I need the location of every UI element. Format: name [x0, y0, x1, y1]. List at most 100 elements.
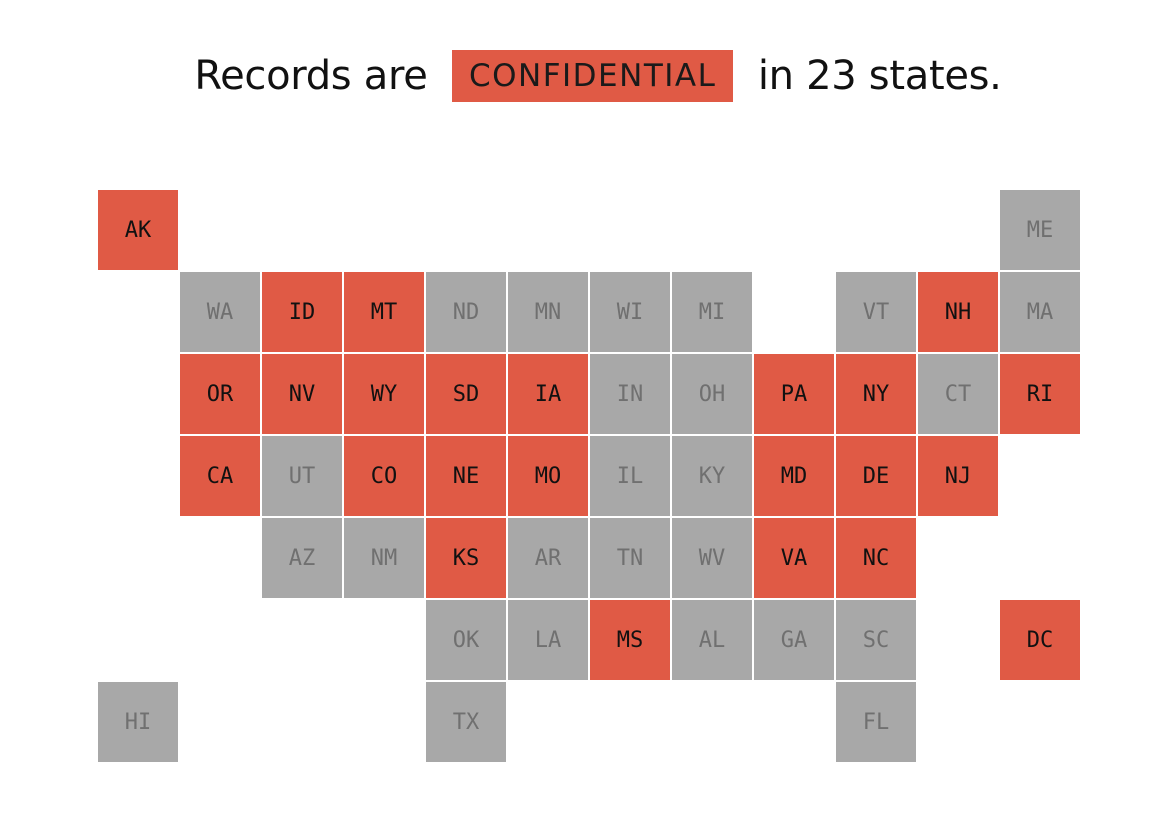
state-tile-hi[interactable]: HI — [98, 682, 178, 762]
state-tile-ks[interactable]: KS — [426, 518, 506, 598]
state-tile-wy[interactable]: WY — [344, 354, 424, 434]
state-code-label: KS — [452, 545, 480, 571]
state-tile-wi[interactable]: WI — [590, 272, 670, 352]
state-code-label: MT — [370, 299, 398, 325]
state-code-label: NH — [944, 299, 972, 325]
state-tile-wv[interactable]: WV — [672, 518, 752, 598]
state-tile-ar[interactable]: AR — [508, 518, 588, 598]
state-code-label: UT — [288, 463, 316, 489]
state-tile-ct[interactable]: CT — [918, 354, 998, 434]
state-code-label: OR — [206, 381, 234, 407]
state-tile-nj[interactable]: NJ — [918, 436, 998, 516]
state-tile-az[interactable]: AZ — [262, 518, 342, 598]
state-tile-ky[interactable]: KY — [672, 436, 752, 516]
state-code-label: GA — [780, 627, 808, 653]
state-code-label: WY — [370, 381, 398, 407]
state-tile-tn[interactable]: TN — [590, 518, 670, 598]
state-tile-ri[interactable]: RI — [1000, 354, 1080, 434]
state-code-label: NY — [862, 381, 890, 407]
state-tile-la[interactable]: LA — [508, 600, 588, 680]
headline: Records are CONFIDENTIAL in 23 states. — [0, 44, 1174, 106]
state-tile-mi[interactable]: MI — [672, 272, 752, 352]
state-tile-wa[interactable]: WA — [180, 272, 260, 352]
state-code-label: MI — [698, 299, 726, 325]
state-code-label: MD — [780, 463, 808, 489]
state-tile-ak[interactable]: AK — [98, 190, 178, 270]
state-tile-vt[interactable]: VT — [836, 272, 916, 352]
state-code-label: WA — [206, 299, 234, 325]
state-tile-or[interactable]: OR — [180, 354, 260, 434]
state-code-label: NV — [288, 381, 316, 407]
state-tile-ma[interactable]: MA — [1000, 272, 1080, 352]
state-tile-ga[interactable]: GA — [754, 600, 834, 680]
state-tile-nd[interactable]: ND — [426, 272, 506, 352]
state-code-label: NC — [862, 545, 890, 571]
state-code-label: NM — [370, 545, 398, 571]
state-tile-ne[interactable]: NE — [426, 436, 506, 516]
state-code-label: NJ — [944, 463, 972, 489]
state-code-label: NE — [452, 463, 480, 489]
state-code-label: MN — [534, 299, 562, 325]
state-code-label: MO — [534, 463, 562, 489]
state-tile-oh[interactable]: OH — [672, 354, 752, 434]
state-tile-nv[interactable]: NV — [262, 354, 342, 434]
state-code-label: DC — [1026, 627, 1054, 653]
state-tile-al[interactable]: AL — [672, 600, 752, 680]
state-code-label: OK — [452, 627, 480, 653]
state-tile-de[interactable]: DE — [836, 436, 916, 516]
state-code-label: OH — [698, 381, 726, 407]
state-code-label: AZ — [288, 545, 316, 571]
state-code-label: IL — [616, 463, 644, 489]
state-tile-nm[interactable]: NM — [344, 518, 424, 598]
state-code-label: FL — [862, 709, 890, 735]
state-tile-sd[interactable]: SD — [426, 354, 506, 434]
state-code-label: DE — [862, 463, 890, 489]
state-tile-id[interactable]: ID — [262, 272, 342, 352]
state-code-label: IA — [534, 381, 562, 407]
state-code-label: MS — [616, 627, 644, 653]
state-code-label: AL — [698, 627, 726, 653]
state-code-label: ME — [1026, 217, 1054, 243]
state-code-label: IN — [616, 381, 644, 407]
state-code-label: CA — [206, 463, 234, 489]
state-code-label: KY — [698, 463, 726, 489]
state-tile-me[interactable]: ME — [1000, 190, 1080, 270]
state-tile-ny[interactable]: NY — [836, 354, 916, 434]
state-code-label: PA — [780, 381, 808, 407]
state-code-label: VT — [862, 299, 890, 325]
state-tile-md[interactable]: MD — [754, 436, 834, 516]
state-tile-in[interactable]: IN — [590, 354, 670, 434]
state-tile-ms[interactable]: MS — [590, 600, 670, 680]
state-code-label: HI — [124, 709, 152, 735]
state-tile-ok[interactable]: OK — [426, 600, 506, 680]
state-tile-il[interactable]: IL — [590, 436, 670, 516]
state-tile-nc[interactable]: NC — [836, 518, 916, 598]
state-code-label: AK — [124, 217, 152, 243]
state-tile-co[interactable]: CO — [344, 436, 424, 516]
state-tile-mt[interactable]: MT — [344, 272, 424, 352]
state-tile-ca[interactable]: CA — [180, 436, 260, 516]
state-tile-va[interactable]: VA — [754, 518, 834, 598]
state-code-label: CO — [370, 463, 398, 489]
state-code-label: MA — [1026, 299, 1054, 325]
state-tile-ut[interactable]: UT — [262, 436, 342, 516]
state-tile-sc[interactable]: SC — [836, 600, 916, 680]
state-code-label: LA — [534, 627, 562, 653]
state-code-label: SD — [452, 381, 480, 407]
state-tile-pa[interactable]: PA — [754, 354, 834, 434]
state-tile-nh[interactable]: NH — [918, 272, 998, 352]
state-tile-tx[interactable]: TX — [426, 682, 506, 762]
state-code-label: VA — [780, 545, 808, 571]
state-code-label: WV — [698, 545, 726, 571]
state-code-label: RI — [1026, 381, 1054, 407]
state-code-label: TX — [452, 709, 480, 735]
state-code-label: WI — [616, 299, 644, 325]
state-tile-ia[interactable]: IA — [508, 354, 588, 434]
state-tile-fl[interactable]: FL — [836, 682, 916, 762]
state-code-label: CT — [944, 381, 972, 407]
state-tile-mo[interactable]: MO — [508, 436, 588, 516]
state-tile-mn[interactable]: MN — [508, 272, 588, 352]
state-tile-dc[interactable]: DC — [1000, 600, 1080, 680]
headline-prefix: Records are — [194, 53, 428, 99]
